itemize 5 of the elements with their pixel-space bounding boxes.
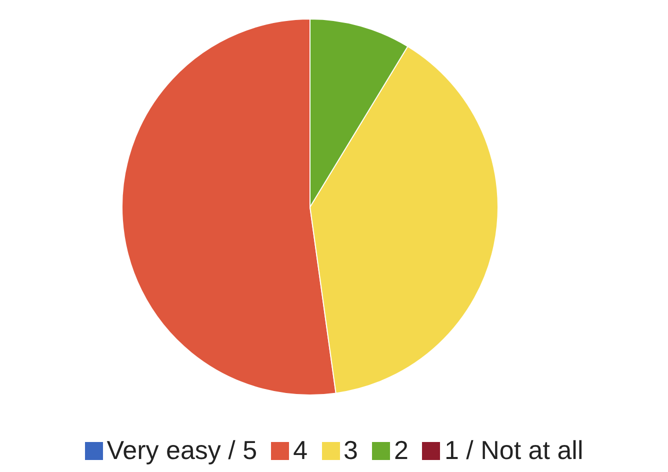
- legend-label: Very easy / 5: [106, 435, 258, 466]
- legend-label: 3: [344, 435, 358, 466]
- legend-label: 1 / Not at all: [444, 435, 584, 466]
- legend-label: 4: [293, 435, 308, 466]
- legend-label: 2: [394, 435, 408, 466]
